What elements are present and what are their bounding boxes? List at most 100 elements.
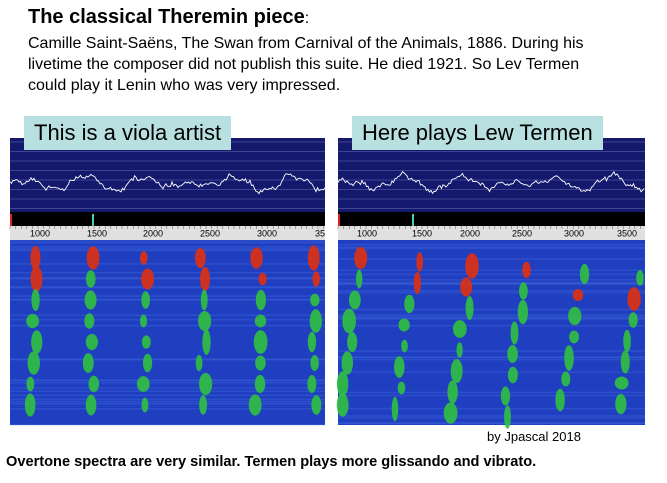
axis-strip (338, 226, 645, 240)
axis-label: 2500 (512, 228, 532, 238)
spectrogram-bg (10, 240, 325, 425)
spectrogram-blob (255, 355, 266, 371)
spectrogram-streak (10, 246, 325, 248)
axis-label: 2000 (143, 228, 163, 238)
spectrogram-blob (614, 376, 629, 390)
spectrogram-streak (10, 248, 325, 250)
spectrogram-streak (10, 398, 325, 401)
spectrogram-blob (347, 331, 358, 353)
spectrogram-blob (615, 393, 627, 415)
spectrogram-blob (195, 354, 203, 372)
spectrogram-streak (338, 422, 645, 424)
spectrogram-blob (141, 268, 155, 290)
spectrogram-streak (338, 356, 645, 359)
spectrogram-streak (10, 242, 325, 244)
spectrogram-blob (517, 299, 529, 325)
axis-label: 1500 (412, 228, 432, 238)
spectrogram-streak (338, 279, 645, 281)
spectrogram-streak (10, 394, 325, 397)
spectrogram-streak (338, 246, 645, 248)
spectrogram-streak (10, 387, 325, 389)
spectrogram-blob (254, 314, 267, 328)
spectrogram-streak (338, 308, 645, 311)
spectrogram-blob (253, 330, 268, 354)
spectrogram-blob (555, 388, 565, 412)
cursor-strip (338, 212, 645, 226)
spectrogram-streak (10, 286, 325, 288)
spectrogram-blob (452, 320, 467, 338)
spectrogram-blob (31, 289, 40, 311)
spectrogram-streak (338, 315, 645, 318)
spectrogram-blob (86, 246, 100, 270)
spectrogram-blob (620, 350, 630, 374)
spectrogram-streak (10, 324, 325, 327)
spectrogram-blob (465, 296, 474, 320)
spectrogram-streak (338, 273, 645, 276)
text-line: could play it Lenin who was very impress… (28, 77, 341, 94)
spectrogram-streak (10, 423, 325, 426)
spectrogram-blob (254, 374, 266, 394)
spectrogram-blob (579, 263, 590, 285)
spectrogram-streak (338, 289, 645, 292)
spectrogram-blob (416, 252, 424, 272)
spectrogram-blob (142, 353, 153, 373)
caption: Overtone spectra are very similar. Terme… (6, 454, 537, 470)
spectrogram-streak (338, 358, 645, 361)
spectrogram-blob (310, 293, 320, 307)
axis-label: 2500 (200, 228, 220, 238)
spectrogram-blob (258, 272, 267, 286)
spectrogram-blob (30, 266, 43, 292)
spectrogram-blob (336, 393, 349, 417)
spectrogram-blob (139, 251, 148, 265)
spectrogram-streak (338, 325, 645, 327)
spectrogram-blob (391, 396, 399, 422)
spectrogram-streak (338, 407, 645, 410)
spectrogram-streak (338, 282, 645, 285)
spectrogram-streak (338, 394, 645, 397)
spectrogram-blob (460, 277, 473, 297)
spectrogram-blob (569, 330, 580, 344)
spectrogram-blob (623, 329, 631, 353)
panel-label: This is a viola artist (24, 116, 232, 150)
spectrogram-streak (10, 249, 325, 252)
spectrogram-streak (338, 269, 645, 271)
axis-label: 3500 (617, 228, 637, 238)
axis-label: 1000 (30, 228, 50, 238)
cursor-cyan (412, 214, 414, 226)
spectrogram-streak (338, 258, 645, 260)
spectrogram-blob (194, 247, 206, 269)
spectrogram-blob (518, 282, 528, 300)
spectrogram-blob (31, 330, 43, 354)
text-line: Camille Saint-Saëns, The Swan from Carni… (28, 35, 584, 52)
spectrogram-blob (342, 308, 356, 334)
spectrogram-streak (338, 371, 645, 373)
axis-label: 3000 (564, 228, 584, 238)
spectrogram-streak (338, 350, 645, 352)
spectrogram-blob (199, 372, 213, 396)
spectrogram-blob (198, 310, 212, 332)
spectrogram-blob (310, 354, 319, 372)
spectrogram-blob (307, 374, 317, 394)
spectrogram-streak (338, 391, 645, 394)
spectrogram-blob (341, 351, 354, 375)
title-suffix: : (304, 10, 310, 27)
spectrogram-blob (309, 309, 322, 333)
credit: by Jpascal 2018 (487, 429, 581, 444)
spectrogram-blob (199, 395, 208, 415)
cursor-cyan (92, 214, 94, 226)
spectrogram-blob (507, 366, 518, 384)
spectrogram-blob (348, 290, 361, 310)
spectrogram-blob (141, 291, 151, 309)
spectrogram-streak (10, 240, 325, 242)
spectrogram-blob (561, 371, 571, 387)
spectrogram-blob (84, 290, 97, 310)
axis-label: 1000 (357, 228, 377, 238)
spectrogram-blob (507, 345, 518, 363)
spectrogram-blob (139, 314, 148, 328)
spectrogram-blob (312, 271, 321, 287)
spectrogram-streak (10, 379, 325, 381)
panel-label: Here plays Lew Termen (352, 116, 603, 150)
spectrogram-blob (250, 247, 263, 269)
spectrogram-blob (200, 266, 210, 292)
